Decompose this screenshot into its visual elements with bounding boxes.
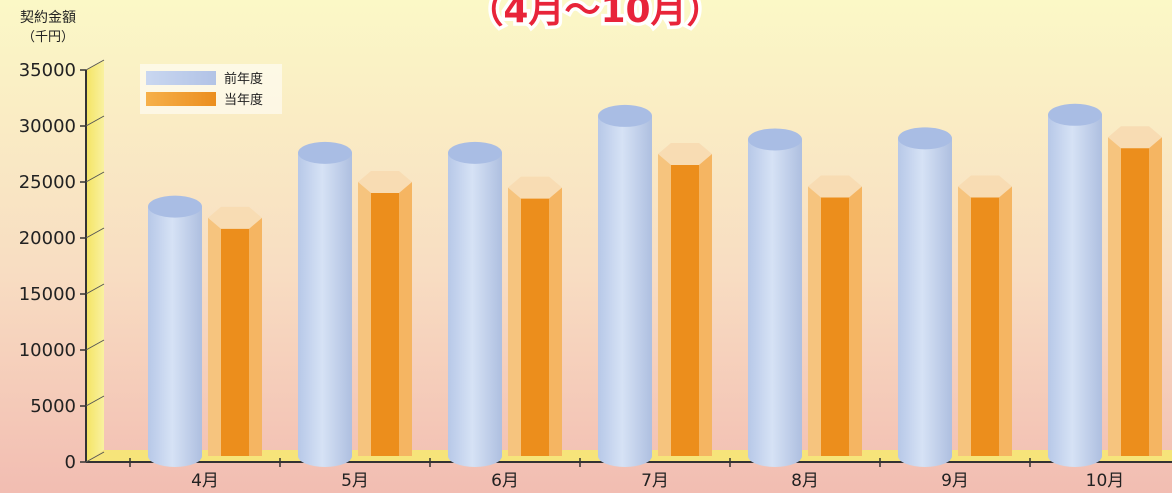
y-tick-3d-mark [85,59,105,71]
y-tick-label: 35000 [19,60,76,81]
bar-prev-year-body [748,139,802,467]
legend-swatch-prev-year [146,71,216,85]
bar-curr-year [1108,126,1162,456]
y-tick-3d-mark [85,395,105,407]
bar-curr-year-top [1108,126,1162,149]
bar-curr-year-top [208,206,262,229]
bar-curr-year-face-left [808,186,821,457]
y-tick-label: 15000 [19,284,76,305]
bar-curr-year-face-left [1108,137,1121,456]
y-tick-label: 25000 [19,172,76,193]
bar-curr-year-top [808,175,862,198]
bars-group [148,103,1162,468]
bar-prev-year-top [898,127,952,150]
y-tick-3d-mark [85,451,105,463]
bar-curr-year-face-right [699,154,712,456]
bar-curr-year-face-front [221,217,249,456]
bar-curr-year-face-front [371,182,399,456]
bar-prev-year-top [298,141,352,164]
bar-curr-year-top [958,175,1012,198]
bar-prev-year-top [1048,103,1102,126]
bar-prev-year-body [298,152,352,467]
bar-curr-year-face-right [1149,137,1162,456]
x-axis-ticks: 4月 5月 6月 7月 8月 9月 10月 [129,458,1125,491]
legend-swatch-curr-year [146,92,216,106]
bar-curr-year-face-left [208,217,221,456]
bar-curr-year [208,206,262,456]
bar-prev-year-body [1048,114,1102,468]
y-tick-3d-mark [85,283,105,295]
bar-curr-year [658,143,712,456]
x-tick-label: 10月 [1086,471,1125,491]
x-tick-label: 9月 [941,471,969,491]
bar-curr-year-face-right [999,186,1012,457]
x-tick-label: 4月 [191,471,219,491]
bar-curr-year-top [508,176,562,199]
bar-prev-year-body [598,115,652,468]
y-tick-3d-mark [85,227,105,239]
x-tick-label: 5月 [341,471,369,491]
y-axis-ticks: 0 5000 10000 15000 20000 25000 30000 35000 [19,59,105,473]
bar-prev-year-body [448,152,502,467]
bar-prev-year-top [748,128,802,151]
legend: 前年度 当年度 [140,64,282,114]
bar-curr-year [808,175,862,457]
bar-curr-year-face-front [671,154,699,456]
bar-prev-year-top [598,104,652,127]
y-tick-label: 5000 [30,396,76,417]
bar-curr-year [958,175,1012,457]
bar-curr-year-face-left [508,187,521,456]
y-tick-3d-mark [85,115,105,127]
x-tick-label: 6月 [491,471,519,491]
bar-prev-year [748,128,802,467]
bar-prev-year [448,141,502,467]
y-tick-label: 0 [65,452,76,473]
bar-curr-year-face-front [971,186,999,457]
legend-label-prev-year: 前年度 [224,71,263,87]
bar-curr-year-face-right [399,182,412,456]
bar-prev-year-top [148,195,202,218]
bar-curr-year-top [658,143,712,165]
x-tick-label: 7月 [641,471,669,491]
bar-prev-year [898,127,952,467]
bar-curr-year-face-front [1121,137,1149,456]
bar-curr-year-face-left [358,182,371,456]
y-axis-label-line2: （千円） [22,30,74,45]
y-axis-label-line1: 契約金額 [20,10,76,26]
bar-prev-year [148,195,202,467]
bar-curr-year-face-right [549,187,562,456]
bar-curr-year-face-front [521,187,549,456]
legend-label-curr-year: 当年度 [224,92,263,108]
y-tick-label: 10000 [19,340,76,361]
bar-curr-year-face-front [821,186,849,457]
bar-curr-year-face-right [849,186,862,457]
bar-prev-year [298,141,352,467]
chart-left-wall [86,60,104,462]
bar-curr-year [358,171,412,456]
bar-curr-year [508,176,562,456]
y-tick-label: 30000 [19,116,76,137]
y-tick-3d-mark [85,171,105,183]
bar-prev-year-body [898,138,952,467]
bar-curr-year-face-left [958,186,971,457]
bar-prev-year [1048,103,1102,468]
bar-prev-year [598,104,652,468]
bar-curr-year-face-right [249,217,262,456]
bar-curr-year-top [358,171,412,193]
x-tick-label: 8月 [791,471,819,491]
y-tick-label: 20000 [19,228,76,249]
chart-title: （4月〜10月） [467,0,722,31]
bar-curr-year-face-left [658,154,671,456]
y-tick-3d-mark [85,339,105,351]
bar-prev-year-top [448,141,502,164]
bar-prev-year-body [148,206,202,467]
